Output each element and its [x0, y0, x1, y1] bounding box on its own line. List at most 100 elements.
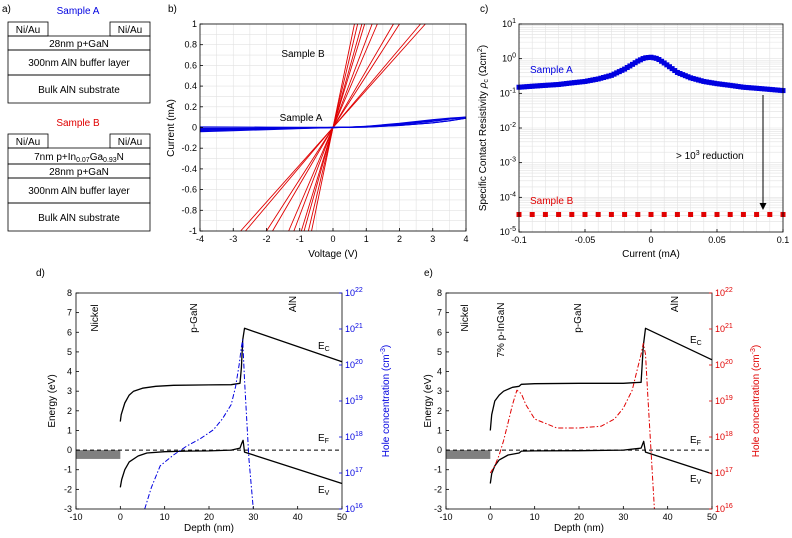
- resistivity-point-sample-a: [622, 66, 628, 72]
- band-b-ylabel: Energy (eV): [423, 374, 434, 427]
- resistivity-point-sample-a: [635, 58, 641, 64]
- band-a-region-aln: AlN: [288, 296, 299, 312]
- iv-ytick-label: 0: [192, 123, 197, 133]
- iv-xtick-label: 4: [463, 234, 468, 244]
- resistivity-point-sample-a: [537, 83, 543, 89]
- resistivity-point-sample-a: [619, 67, 625, 73]
- iv-curve-sample-a: [199, 117, 467, 132]
- resistivity-point-sample-a: [519, 84, 525, 90]
- band-a-y2tick-label: 1020: [345, 359, 363, 370]
- band-a-ylabel: Energy (eV): [47, 374, 58, 427]
- panel-label-b: b): [168, 4, 177, 15]
- panel-label-e: e): [424, 268, 433, 279]
- resistivity-point-sample-a: [706, 79, 712, 85]
- resistivity-point-sample-a: [532, 83, 538, 89]
- resistivity-point-sample-a: [659, 58, 665, 64]
- resistivity-point-sample-a: [574, 79, 580, 85]
- band-b-region-aln: AlN: [670, 296, 681, 312]
- resistivity-point-sample-a: [777, 87, 783, 93]
- resistivity-xtick-label: -0.1: [511, 235, 527, 245]
- iv-ytick-label: -0.8: [181, 205, 197, 215]
- resistivity-point-sample-a: [730, 83, 736, 89]
- resistivity-point-sample-b: [714, 211, 720, 217]
- band-a-y2tick-label: 1018: [345, 431, 363, 442]
- band-a-series: [76, 327, 343, 510]
- band-b-nickel-metal: [446, 450, 491, 459]
- resistivity-point-sample-a: [751, 85, 757, 91]
- band-a-ytick-label: 5: [67, 347, 72, 357]
- resistivity-point-sample-a: [585, 78, 591, 84]
- band-b-region-pgan: p-GaN: [573, 303, 584, 332]
- iv-ytick-label: 0.8: [184, 40, 197, 50]
- band-b-ytick-label: -2: [434, 484, 442, 494]
- resistivity-point-sample-a: [690, 76, 696, 82]
- band-a-ec-label: EC: [318, 341, 330, 353]
- resistivity-point-sample-b: [767, 211, 773, 217]
- resistivity-point-sample-a: [624, 65, 630, 71]
- resistivity-point-sample-a: [672, 68, 678, 74]
- resistivity-point-sample-a: [711, 80, 717, 86]
- iv-xtick-label: -1: [296, 234, 304, 244]
- resistivity-point-sample-a: [524, 84, 530, 90]
- band-a-plot-frame: [75, 292, 343, 510]
- band-b-region-ingan: 7% p-InGaN: [496, 302, 507, 357]
- iv-series: [199, 23, 467, 232]
- resistivity-point-sample-b: [635, 211, 641, 217]
- band-a-ytick-label: 8: [67, 288, 72, 298]
- resistivity-point-sample-a: [540, 83, 546, 89]
- resistivity-point-sample-a: [545, 82, 551, 88]
- band-b-y2tick-label: 1021: [715, 323, 733, 334]
- resistivity-point-sample-a: [709, 80, 715, 86]
- band-b-region-nickel: Nickel: [460, 304, 471, 331]
- resistivity-point-sample-a: [643, 55, 649, 61]
- band-a-xtick-label: 0: [118, 512, 123, 522]
- resistivity-ytick-label: 10-3: [500, 157, 516, 168]
- iv-ticks: -4 -3 -2 -1 0 1 2 3 4 -1 -0.8 -0.6 -0.4 -0.2 0 0.2 0.4 0.…: [181, 19, 468, 244]
- band-b-nickel-fill: [446, 450, 491, 459]
- resistivity-point-sample-a: [696, 77, 702, 83]
- resistivity-point-sample-a: [666, 64, 672, 70]
- band-b-ytick-label: 1: [437, 425, 442, 435]
- band-a-xtick-label: -10: [69, 512, 82, 522]
- sample-b-layer-3: [7, 202, 151, 232]
- band-a-y2tick-label: 1019: [345, 395, 363, 406]
- iv-xtick-label: -2: [262, 234, 270, 244]
- band-b-ef-label: EF: [690, 435, 701, 447]
- resistivity-point-sample-a: [587, 77, 593, 83]
- resistivity-point-sample-a: [529, 83, 535, 89]
- band-a-ytick-label: -3: [64, 504, 72, 514]
- resistivity-point-sample-a: [579, 79, 585, 85]
- resistivity-xtick-label: -0.05: [575, 235, 596, 245]
- resistivity-point-sample-a: [743, 84, 749, 90]
- resistivity-point-sample-a: [569, 80, 575, 86]
- resistivity-point-sample-a: [722, 82, 728, 88]
- resistivity-point-sample-a: [764, 86, 770, 92]
- resistivity-point-sample-a: [577, 79, 583, 85]
- iv-grid: [199, 23, 467, 232]
- resistivity-point-sample-a: [603, 74, 609, 80]
- resistivity-point-sample-a: [640, 56, 646, 62]
- resistivity-ticks: -0.1 -0.05 0 0.05 0.1 101 100 10-1 10-2 10-3 10-4 1…: [500, 18, 790, 245]
- resistivity-point-sample-b: [674, 211, 680, 217]
- resistivity-reduction-label: > 103 reduction: [676, 150, 744, 162]
- resistivity-point-sample-a: [685, 74, 691, 80]
- iv-xtick-label: 1: [364, 234, 369, 244]
- sample-a-layer-1-label: 28nm p+GaN: [49, 39, 109, 50]
- band-b-ytick-label: 8: [437, 288, 442, 298]
- band-a-ev-curve: [119, 439, 343, 488]
- band-b-y2tick-label: 1020: [715, 359, 733, 370]
- resistivity-point-sample-a: [738, 84, 744, 90]
- iv-xlabel: Voltage (V): [308, 249, 357, 260]
- band-b-ytick-label: 6: [437, 327, 442, 337]
- band-a-ytick-label: 1: [67, 425, 72, 435]
- resistivity-point-sample-a: [714, 81, 720, 87]
- band-b-ytick-label: 3: [437, 386, 442, 396]
- band-b-xlabel: Depth (nm): [554, 523, 604, 534]
- band-a-region-nickel: Nickel: [90, 304, 101, 331]
- sample-a-title: Sample A: [57, 6, 100, 17]
- resistivity-point-sample-a: [550, 82, 556, 88]
